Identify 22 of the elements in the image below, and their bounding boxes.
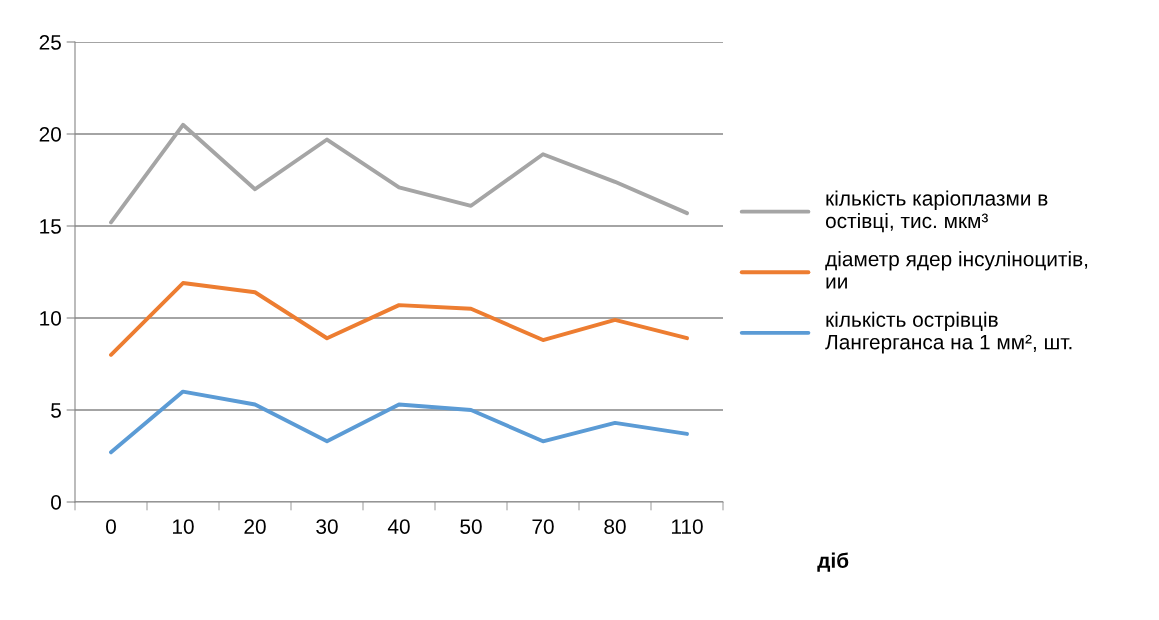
x-tick-label: 10 xyxy=(173,519,194,534)
x-axis-title: діб xyxy=(817,552,849,572)
x-tick-label: 110 xyxy=(671,519,703,534)
line-series xyxy=(109,281,689,357)
y-tick-label: 10 xyxy=(40,311,61,326)
x-tick-label: 40 xyxy=(387,519,410,534)
x-tick-label: 0 xyxy=(106,519,116,534)
y-tick-label: 25 xyxy=(39,35,61,50)
legend-label: кількість каріоплазми в остівці, тис. мкм³ xyxy=(825,190,1048,233)
y-tick-label: 15 xyxy=(40,219,61,234)
x-tick-label: 70 xyxy=(532,519,554,534)
y-tick-label: 20 xyxy=(39,127,61,142)
y-tick-label: 0 xyxy=(51,495,61,510)
legend-label: кількість острівців Лангерганса на 1 мм², шт. xyxy=(825,311,1072,354)
x-tick-label: 80 xyxy=(604,519,626,534)
x-tick-label: 20 xyxy=(244,519,266,534)
line-series xyxy=(109,122,689,225)
legend-label: діаметр ядер інсуліноцитів, ии xyxy=(825,251,1088,289)
y-tick-label: 5 xyxy=(51,403,61,418)
x-tick-label: 50 xyxy=(460,519,482,534)
x-tick-label: 30 xyxy=(316,519,338,534)
line-series xyxy=(109,389,689,455)
